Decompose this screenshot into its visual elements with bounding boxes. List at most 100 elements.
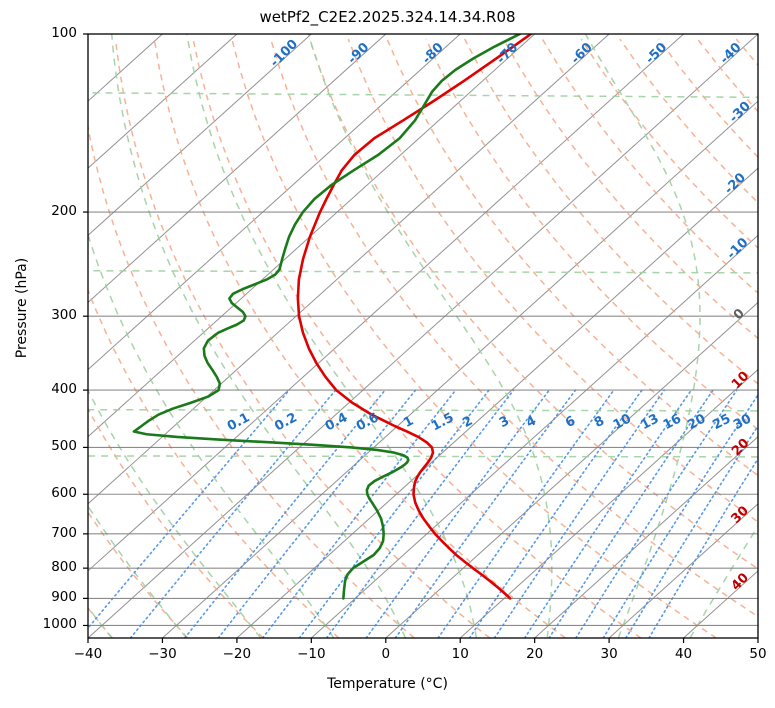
dry-adiabat [308, 38, 758, 570]
y-tick-label: 200 [51, 203, 77, 220]
svg-text:0.4: 0.4 [323, 410, 350, 434]
x-tick-label: 0 [381, 646, 391, 662]
x-tick-label: −20 [222, 646, 252, 662]
moist-adiabat [88, 606, 113, 638]
x-tick-label: −40 [73, 646, 103, 662]
x-tick-label: 10 [451, 646, 469, 662]
dry-adiabat [88, 510, 189, 638]
moist-adiabat [584, 34, 701, 638]
isotherm-line [608, 503, 758, 638]
dry-adiabat [192, 38, 642, 638]
mixing-ratio-line [575, 389, 738, 638]
mixing-ratio-line [325, 389, 515, 638]
plot-frame [87, 33, 759, 639]
svg-text:-60: -60 [568, 40, 595, 67]
svg-text:0.6: 0.6 [354, 410, 381, 434]
mixing-ratio-line [365, 389, 551, 638]
dry-adiabat [153, 38, 566, 638]
x-tick-label: 50 [749, 646, 767, 662]
svg-text:16: 16 [661, 411, 684, 433]
y-tick-label: 800 [51, 559, 77, 576]
isotherm-label: -100 [267, 37, 301, 71]
dry-adiabat [502, 38, 758, 340]
isotherm-label: 0 [731, 306, 748, 323]
svg-text:-40: -40 [717, 40, 744, 67]
y-tick-label: 400 [51, 381, 77, 398]
mixing-ratio-label: 8 [592, 414, 607, 431]
dry-adiabat [114, 39, 491, 638]
isotherm-label: 20 [729, 436, 752, 459]
svg-text:8: 8 [592, 414, 607, 431]
mixing-ratio-label: 25 [710, 411, 733, 433]
svg-text:4: 4 [524, 414, 539, 431]
mixing-ratio-line [129, 389, 337, 638]
dry-adiabat [347, 38, 758, 523]
dry-adiabat [541, 38, 758, 295]
x-tick-label: 20 [526, 646, 544, 662]
isotherm-label: 10 [729, 369, 752, 392]
mixing-ratio-line [437, 389, 615, 638]
isotherm-label: 30 [729, 503, 752, 526]
svg-text:30: 30 [729, 503, 752, 526]
mixing-ratio-label: 1.5 [429, 410, 456, 434]
isotherm-line [88, 34, 238, 169]
moist-adiabat [763, 34, 775, 638]
mixing-ratio-label: 13 [639, 411, 662, 433]
svg-text:40: 40 [729, 570, 752, 593]
svg-text:-100: -100 [267, 37, 301, 71]
y-tick-label: 100 [51, 25, 77, 41]
mixing-ratio-line [625, 424, 758, 638]
mixing-ratio-line [493, 389, 666, 638]
svg-text:30: 30 [731, 411, 754, 433]
isotherm-label: -90 [345, 40, 372, 67]
dry-adiabat [88, 288, 340, 638]
isotherm-line [88, 34, 536, 438]
mixing-ratio-line [602, 393, 758, 638]
y-tick-label: 600 [51, 485, 77, 502]
mixing-ratio-label: 3 [497, 414, 512, 431]
y-tick-label: 900 [51, 589, 77, 606]
x-tick-label: −30 [148, 646, 177, 662]
x-tick-label: 30 [600, 646, 618, 662]
y-tick-label: 500 [51, 438, 77, 455]
x-tick-label: −10 [297, 646, 326, 662]
isotherm-line [162, 100, 758, 638]
mixing-ratio-line [648, 457, 758, 638]
dry-adiabat [269, 38, 758, 618]
mixing-ratio-label: 1 [401, 414, 416, 431]
isotherm-label: -60 [568, 40, 595, 67]
isotherm-line [88, 34, 758, 638]
dry-adiabat [0, 39, 37, 638]
isotherm-label: -20 [722, 170, 749, 197]
isotherm-label: -40 [717, 40, 744, 67]
isotherm-line [0, 34, 14, 638]
svg-text:-80: -80 [420, 40, 447, 67]
mixing-ratio-line [88, 389, 291, 630]
moist-adiabat [88, 504, 188, 638]
mixing-ratio-label: 6 [563, 414, 578, 431]
svg-text:10: 10 [729, 369, 752, 392]
isotherm-line [88, 34, 163, 102]
mixing-ratio-line [184, 389, 386, 638]
svg-text:10: 10 [611, 411, 634, 433]
mixing-ratio-line [394, 389, 577, 638]
dry-adiabat [580, 38, 758, 249]
isotherm-line [534, 435, 758, 638]
x-tick-label: 40 [674, 646, 693, 662]
svg-text:-20: -20 [722, 170, 749, 197]
isotherm-line [88, 34, 89, 35]
x-axis-label: Temperature (°C) [327, 676, 448, 692]
mixing-ratio-label: 10 [611, 411, 634, 433]
mixing-ratio-label: 30 [731, 411, 754, 433]
svg-text:1.5: 1.5 [429, 410, 456, 434]
isotherm-line [757, 637, 758, 638]
svg-text:25: 25 [710, 411, 733, 433]
dry-adiabat [88, 407, 264, 638]
svg-text:-10: -10 [724, 235, 751, 262]
isotherm-line [459, 368, 758, 638]
moist-adiabat [88, 388, 262, 638]
mixing-ratio-label: 0.1 [225, 410, 252, 434]
svg-text:6: 6 [563, 414, 578, 431]
mixing-ratio-line [261, 389, 457, 638]
